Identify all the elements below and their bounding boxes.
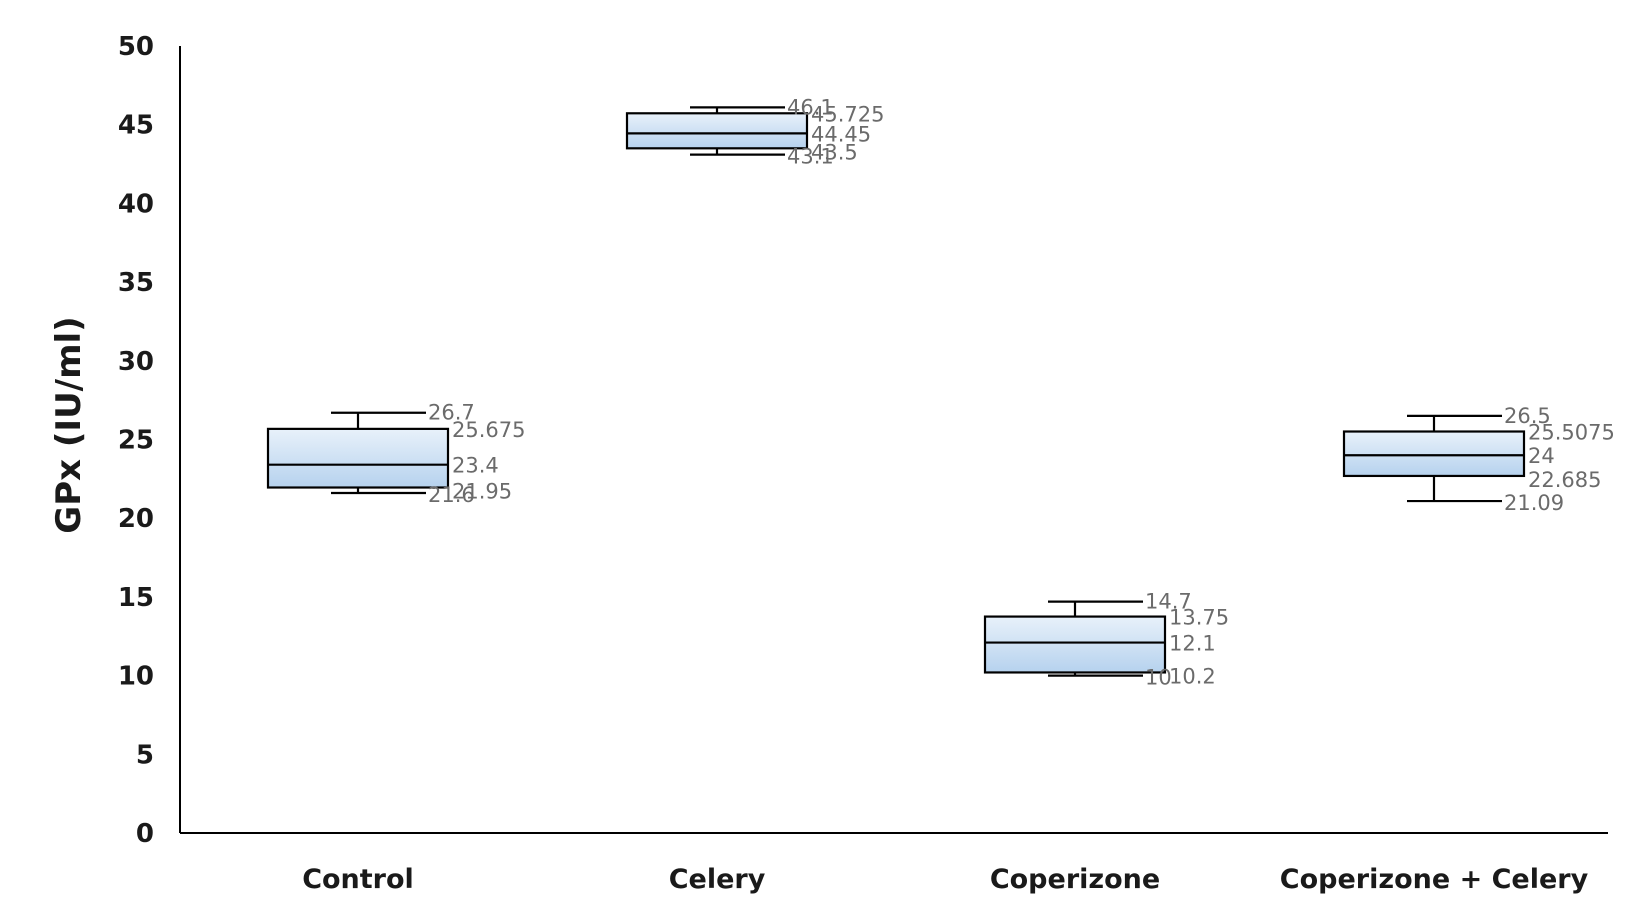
- y-tick-label: 15: [118, 583, 154, 613]
- y-axis-ticks: 0 5 10 15 20 25 30 35 40 45 50: [118, 32, 154, 849]
- q3-value-label: 45.725: [811, 102, 884, 126]
- min-value-label: 10: [1145, 666, 1172, 690]
- y-axis-title: GPx (IU/ml): [49, 316, 89, 533]
- box-group: [266, 411, 450, 495]
- iqr-box: [1342, 430, 1526, 478]
- q1-value-label: 22.685: [1528, 468, 1601, 492]
- q1-value-label: 43.5: [811, 140, 858, 164]
- box-group: [1342, 414, 1526, 503]
- y-tick-label: 45: [118, 111, 154, 141]
- q3-value-label: 25.675: [452, 418, 525, 442]
- q1-value-label: 21.95: [452, 480, 512, 504]
- y-tick-label: 50: [118, 32, 154, 62]
- q1-value-label: 10.2: [1169, 664, 1216, 688]
- max-value-label: 26.7: [428, 401, 475, 425]
- iqr-box: [983, 615, 1167, 674]
- min-value-label: 43.1: [787, 145, 834, 169]
- x-category-label: Coperizone: [990, 864, 1160, 895]
- axes: [179, 46, 1608, 834]
- y-tick-label: 25: [118, 426, 154, 456]
- max-value-label: 14.7: [1145, 590, 1192, 614]
- y-tick-label: 35: [118, 268, 154, 298]
- y-tick-label: 40: [118, 189, 154, 219]
- category-labels: Control Celery Coperizone Coperizone + Cele…: [302, 864, 1588, 895]
- y-tick-label: 5: [136, 740, 154, 770]
- median-value-label: 12.1: [1169, 632, 1216, 656]
- y-tick-label: 10: [118, 662, 154, 692]
- median-value-label: 44.45: [811, 122, 871, 146]
- y-tick-label: 20: [118, 504, 154, 534]
- max-value-label: 46.1: [787, 95, 834, 119]
- x-category-label: Control: [302, 864, 414, 895]
- x-category-label: Celery: [669, 864, 766, 895]
- box-group: [983, 600, 1167, 677]
- median-value-label: 24: [1528, 444, 1555, 468]
- boxes: [266, 106, 1526, 677]
- iqr-box: [266, 427, 450, 489]
- box-group: [625, 106, 809, 156]
- x-category-label: Coperizone + Celery: [1280, 864, 1589, 895]
- min-value-label: 21.09: [1504, 491, 1564, 515]
- min-value-label: 21.6: [428, 483, 475, 507]
- y-tick-label: 30: [118, 347, 154, 377]
- y-tick-label: 0: [136, 819, 154, 849]
- iqr-box: [625, 112, 809, 150]
- q3-value-label: 13.75: [1169, 606, 1229, 630]
- max-value-label: 26.5: [1504, 404, 1551, 428]
- q3-value-label: 25.5075: [1528, 421, 1615, 445]
- median-value-label: 23.4: [452, 454, 499, 478]
